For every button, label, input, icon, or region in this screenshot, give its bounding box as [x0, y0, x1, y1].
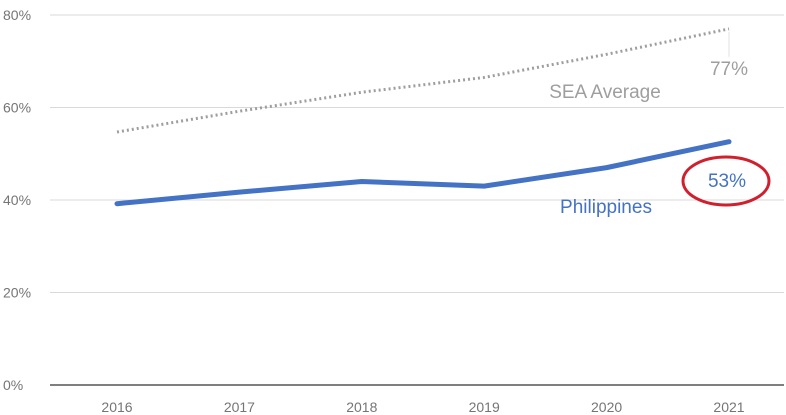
x-tick-label: 2020	[591, 399, 622, 415]
highlight-circle	[681, 155, 771, 207]
y-tick-label: 0%	[3, 377, 23, 393]
y-tick-label: 40%	[3, 192, 31, 208]
philippines-line	[114, 139, 732, 207]
x-tick-label: 2021	[713, 399, 744, 415]
x-tick-label: 2017	[224, 399, 255, 415]
y-axis-ticks: 0% 20% 40% 60% 80%	[3, 7, 31, 393]
x-axis-ticks: 2016 2017 2018 2019 2020 2021	[101, 399, 744, 415]
series-lines	[114, 27, 732, 207]
series-labels: 77% 53% SEA Average Philippines	[549, 31, 771, 218]
y-tick-label: 80%	[3, 7, 31, 23]
x-tick-label: 2018	[346, 399, 377, 415]
sea-average-line	[116, 27, 730, 134]
x-tick-label: 2016	[101, 399, 132, 415]
y-tick-label: 60%	[3, 100, 31, 116]
philippines-series-label: Philippines	[560, 197, 652, 218]
philippines-value-label: 53%	[708, 171, 746, 192]
y-tick-label: 20%	[3, 285, 31, 301]
x-tick-label: 2019	[469, 399, 500, 415]
sea-average-value-label: 77%	[710, 59, 748, 80]
sea-average-series-label: SEA Average	[549, 82, 661, 103]
